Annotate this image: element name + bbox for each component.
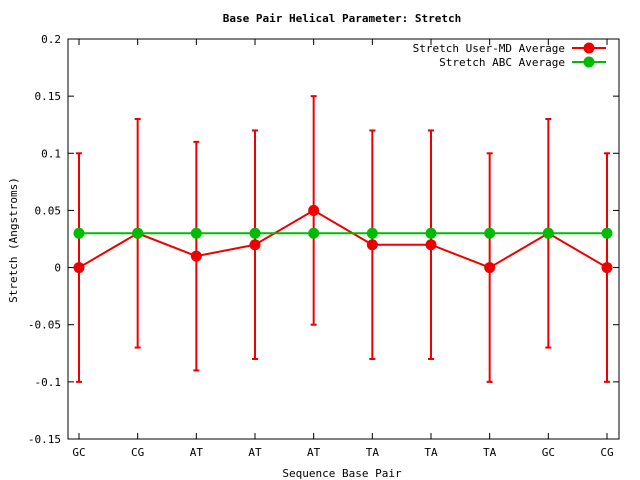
x-tick-label: AT	[307, 446, 321, 459]
data-point	[73, 227, 85, 239]
legend-label: Stretch User-MD Average	[413, 42, 565, 55]
plot-frame	[67, 38, 620, 440]
data-point	[308, 227, 320, 239]
data-point	[190, 227, 202, 239]
data-point	[425, 227, 437, 239]
series-layer	[73, 95, 613, 383]
x-tick-label: TA	[366, 446, 380, 459]
series-line	[78, 209, 608, 269]
data-point	[73, 262, 85, 274]
y-axis-label: Stretch (Angstroms)	[7, 177, 20, 303]
y-tick-label: -0.1	[35, 376, 62, 389]
data-point	[249, 227, 261, 239]
y-tick-label: -0.15	[28, 433, 61, 446]
series-1	[73, 95, 613, 383]
x-tick-label: AT	[248, 446, 262, 459]
data-point	[366, 239, 378, 251]
axis-ticks: -0.15 -0.1 -0.05 0 0.05 0.1 0.15 0.2 GC CG AT AT AT T…	[28, 33, 619, 459]
legend-marker	[583, 42, 595, 54]
y-tick-label: 0.1	[41, 147, 61, 160]
chart-title: Base Pair Helical Parameter: Stretch	[223, 12, 461, 25]
data-point	[249, 239, 261, 251]
y-tick-label: 0.2	[41, 33, 61, 46]
data-point	[601, 227, 613, 239]
y-tick-label: 0	[54, 262, 61, 275]
data-point	[425, 239, 437, 251]
data-point	[308, 204, 320, 216]
data-point	[366, 227, 378, 239]
y-tick-label: -0.05	[28, 319, 61, 332]
data-point	[132, 227, 144, 239]
data-point	[190, 250, 202, 262]
series-2	[73, 227, 613, 239]
x-axis-label: Sequence Base Pair	[282, 467, 402, 480]
x-tick-label: CG	[600, 446, 613, 459]
legend-label: Stretch ABC Average	[439, 56, 565, 69]
x-tick-label: TA	[424, 446, 438, 459]
legend-marker	[583, 56, 595, 68]
data-point	[601, 262, 613, 274]
x-tick-label: GC	[542, 446, 555, 459]
data-point	[484, 227, 496, 239]
x-tick-label: TA	[483, 446, 497, 459]
x-tick-label: AT	[190, 446, 204, 459]
x-tick-label: GC	[72, 446, 85, 459]
data-point	[484, 262, 496, 274]
data-point	[542, 227, 554, 239]
y-tick-label: 0.15	[35, 90, 62, 103]
y-tick-label: 0.05	[35, 204, 62, 217]
x-tick-label: CG	[131, 446, 144, 459]
